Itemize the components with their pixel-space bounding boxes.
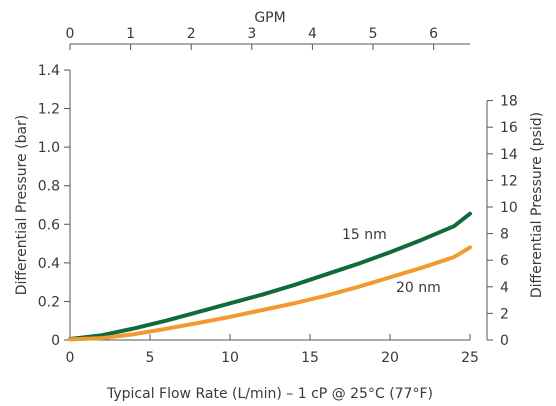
right-y-tick-label: 18	[500, 94, 518, 110]
top-x-tick-label: 4	[308, 26, 317, 42]
top-x-axis-title: GPM	[254, 10, 285, 26]
x-tick-label: 10	[221, 350, 239, 366]
x-tick-label: 20	[381, 350, 399, 366]
series-line-20nm	[68, 245, 472, 342]
series-label-20nm: 20 nm	[396, 280, 441, 296]
top-x-tick-label: 2	[187, 26, 196, 42]
x-tick-label: 5	[146, 350, 155, 366]
y-tick-label: 1.4	[38, 63, 60, 79]
right-y-tick-label: 8	[500, 227, 509, 243]
right-y-tick-label: 6	[500, 253, 509, 269]
x-tick-label: 25	[461, 350, 479, 366]
axes-layer	[69, 43, 488, 341]
series-layer	[68, 211, 472, 342]
top-x-tick-label: 5	[369, 26, 378, 42]
y-tick-label: 0.4	[38, 256, 60, 272]
top-x-tick-label: 0	[66, 26, 75, 42]
right-y-tick-label: 2	[500, 306, 509, 322]
y-tick-label: 1.0	[38, 140, 60, 156]
series-line-15nm	[68, 211, 472, 342]
right-y-tick-label: 16	[500, 120, 518, 136]
y-tick-label: 1.2	[38, 102, 60, 118]
top-x-tick-label: 1	[126, 26, 135, 42]
right-y-tick-label: 0	[500, 333, 509, 349]
right-y-tick-label: 4	[500, 280, 509, 296]
right-y-tick-label: 12	[500, 173, 518, 189]
top-x-tick-label: 6	[429, 26, 438, 42]
x-tick-label: 15	[301, 350, 319, 366]
y-tick-label: 0.8	[38, 179, 60, 195]
x-tick-label: 0	[66, 350, 75, 366]
y-tick-label: 0	[51, 333, 60, 349]
y-tick-label: 0.2	[38, 294, 60, 310]
y-tick-label: 0.6	[38, 217, 60, 233]
labels-layer: Typical Flow Rate (L/min) – 1 cP @ 25°C …	[14, 10, 545, 402]
right-y-tick-label: 14	[500, 147, 518, 163]
y-axis-title: Differential Pressure (bar)	[14, 115, 30, 296]
top-x-tick-label: 3	[247, 26, 256, 42]
x-axis-title: Typical Flow Rate (L/min) – 1 cP @ 25°C …	[106, 386, 433, 402]
right-y-tick-label: 10	[500, 200, 518, 216]
right-y-axis-title: Differential Pressure (psid)	[529, 112, 545, 298]
series-label-15nm: 15 nm	[342, 227, 387, 243]
